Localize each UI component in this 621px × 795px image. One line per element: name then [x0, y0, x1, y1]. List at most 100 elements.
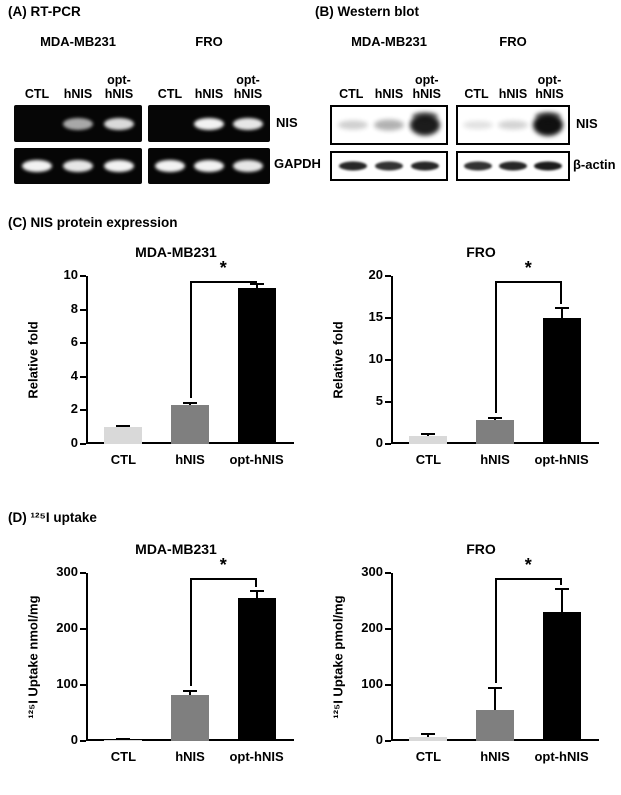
chart-nis-expression-mdamb231: MDA-MB231 Relative fold 0 2 4 6 8 10 CTL hNIS opt-…	[20, 240, 310, 500]
panel-b-title: (B) Western blot	[315, 4, 419, 19]
x-tick-label: opt-hNIS	[534, 452, 589, 467]
y-tick-label: 0	[70, 732, 78, 747]
error-bar	[560, 307, 563, 318]
band	[337, 120, 368, 130]
row-label-gapdh: GAPDH	[274, 156, 321, 171]
bar-ctl	[104, 427, 143, 444]
band	[499, 161, 527, 171]
bar-hnis	[171, 694, 209, 741]
sig-bracket-h	[190, 578, 257, 581]
bar-ctl	[104, 739, 143, 741]
band	[233, 160, 264, 172]
sig-bracket-left	[495, 578, 497, 683]
lane-label: opt- hNIS	[535, 73, 564, 101]
error-bar-cap	[488, 416, 502, 419]
y-tick	[80, 572, 86, 574]
group-header-fro: FRO	[499, 34, 527, 49]
error-bar-cap	[554, 306, 569, 309]
bar-hnis	[171, 404, 209, 444]
lane-label: hNIS	[63, 87, 93, 101]
x-tick-label: hNIS	[175, 749, 205, 764]
y-tick-label: 300	[361, 564, 383, 579]
y-tick	[385, 401, 391, 403]
gel-nis-fro	[148, 105, 270, 142]
lane-label: opt- hNIS	[233, 73, 263, 101]
y-tick-label: 5	[375, 393, 383, 408]
x-tick-label: CTL	[110, 452, 137, 467]
band	[233, 117, 264, 130]
y-tick	[80, 628, 86, 630]
gel-nis-mdamb231	[14, 105, 142, 142]
band	[462, 121, 493, 129]
y-tick-label: 100	[361, 676, 383, 691]
error-bar-cap	[554, 587, 569, 590]
sig-star: *	[524, 258, 532, 279]
bar-opt-hnis	[542, 612, 581, 741]
y-tick-label: 15	[368, 309, 383, 324]
y-axis-label: ¹²⁵I Uptake nmol/mg	[25, 595, 41, 719]
y-tick-label: 100	[56, 676, 78, 691]
y-tick	[80, 275, 86, 277]
y-tick	[385, 443, 391, 445]
y-tick-label: 4	[70, 367, 78, 383]
blot-nis-mdamb231	[330, 105, 448, 145]
y-tick-label: 10	[63, 267, 78, 282]
blot-actin-fro	[456, 151, 570, 181]
y-tick-label: 0	[70, 435, 78, 450]
panel-c-title: (C) NIS protein expression	[8, 215, 178, 230]
chart-title: MDA-MB231	[135, 541, 217, 557]
sig-bracket-left	[495, 281, 497, 413]
bar-hnis	[476, 710, 514, 741]
band	[103, 117, 134, 130]
panel-a-title: (A) RT-PCR	[8, 4, 81, 19]
y-tick	[385, 628, 391, 630]
sig-bracket-left	[190, 281, 192, 398]
band	[411, 161, 440, 171]
error-bar	[494, 687, 496, 711]
error-bar-cap	[421, 433, 436, 436]
chart-nis-expression-fro: FRO Relative fold 0 5 10 15 20 CTL hNIS opt-hNIS *	[325, 240, 615, 500]
y-tick-label: 10	[368, 351, 383, 366]
x-tick-label: opt-hNIS	[229, 749, 284, 764]
lane-label: opt- hNIS	[412, 73, 441, 101]
y-tick-label: 300	[56, 564, 78, 579]
sig-bracket-h	[495, 578, 562, 581]
bar-ctl	[409, 736, 448, 741]
lane-label: CTL	[339, 87, 364, 101]
sig-bracket-left	[190, 578, 192, 687]
band	[498, 120, 528, 130]
band	[63, 117, 93, 130]
y-tick	[385, 572, 391, 574]
y-tick	[80, 342, 86, 345]
error-bar-cap	[421, 733, 436, 736]
y-tick-label: 0	[375, 435, 383, 450]
lane-label: hNIS	[498, 87, 528, 101]
chart-title: MDA-MB231	[135, 244, 217, 260]
y-tick-label: 20	[368, 267, 383, 282]
sig-star: *	[219, 258, 227, 279]
error-bar-cap	[249, 589, 264, 592]
band	[463, 161, 492, 171]
error-bar-cap	[183, 401, 197, 404]
y-tick-label: 200	[56, 620, 78, 635]
y-tick	[80, 740, 86, 742]
sig-bracket-right	[254, 578, 257, 587]
y-tick-label: 0	[375, 732, 383, 747]
sig-bracket-right	[559, 281, 562, 304]
x-tick-label: CTL	[415, 452, 442, 467]
error-bar-cap	[116, 738, 131, 741]
x-tick-label: hNIS	[480, 749, 510, 764]
chart-iodine-uptake-mdamb231: MDA-MB231 ¹²⁵I Uptake nmol/mg 0 100 200 300 CT…	[20, 537, 310, 795]
band	[374, 119, 404, 131]
band	[338, 161, 367, 171]
y-tick-label: 2	[70, 401, 78, 417]
sig-star: *	[219, 555, 227, 576]
y-tick-label: 6	[70, 334, 78, 350]
band-smear	[535, 111, 562, 120]
group-header-fro: FRO	[195, 34, 223, 49]
y-axis-label: Relative fold	[25, 321, 41, 399]
error-bar	[560, 588, 563, 613]
x-tick-label: opt-hNIS	[229, 452, 284, 467]
error-bar-cap	[249, 283, 264, 286]
